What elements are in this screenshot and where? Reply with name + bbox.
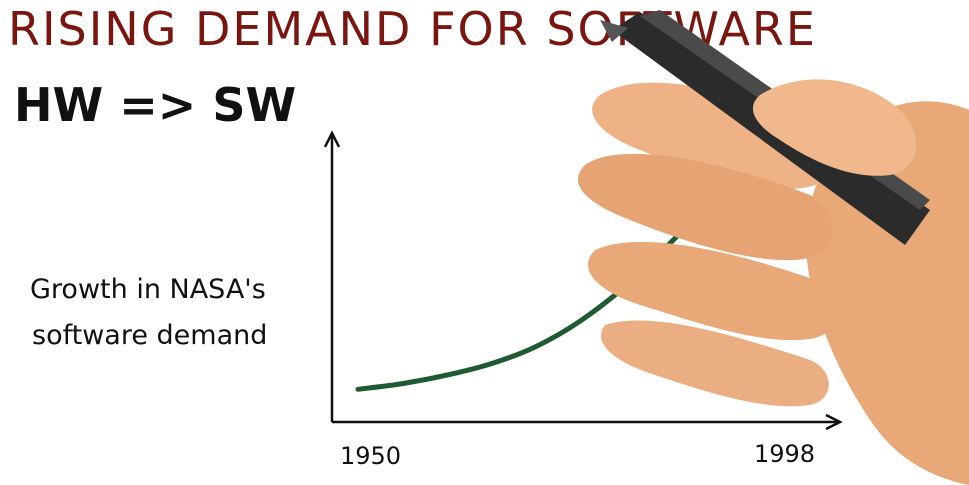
x-axis-arrow [825, 413, 843, 431]
chart-axes [323, 130, 843, 431]
slide-subtitle: HW => SW [14, 78, 297, 132]
hand-finger-little [601, 320, 829, 407]
hand-finger-ring [587, 241, 838, 341]
y-axis-label-line-2: software demand [32, 320, 267, 351]
x-tick-label-end: 1998 [754, 440, 815, 468]
hand-thumb [752, 79, 917, 176]
x-tick-label-start: 1950 [340, 442, 401, 470]
pen-tip [600, 20, 628, 42]
y-axis-label-line-1: Growth in NASA's [30, 274, 266, 305]
hand-illustration [577, 10, 969, 485]
y-axis-arrow [323, 130, 341, 148]
hand-finger-middle [577, 153, 833, 261]
